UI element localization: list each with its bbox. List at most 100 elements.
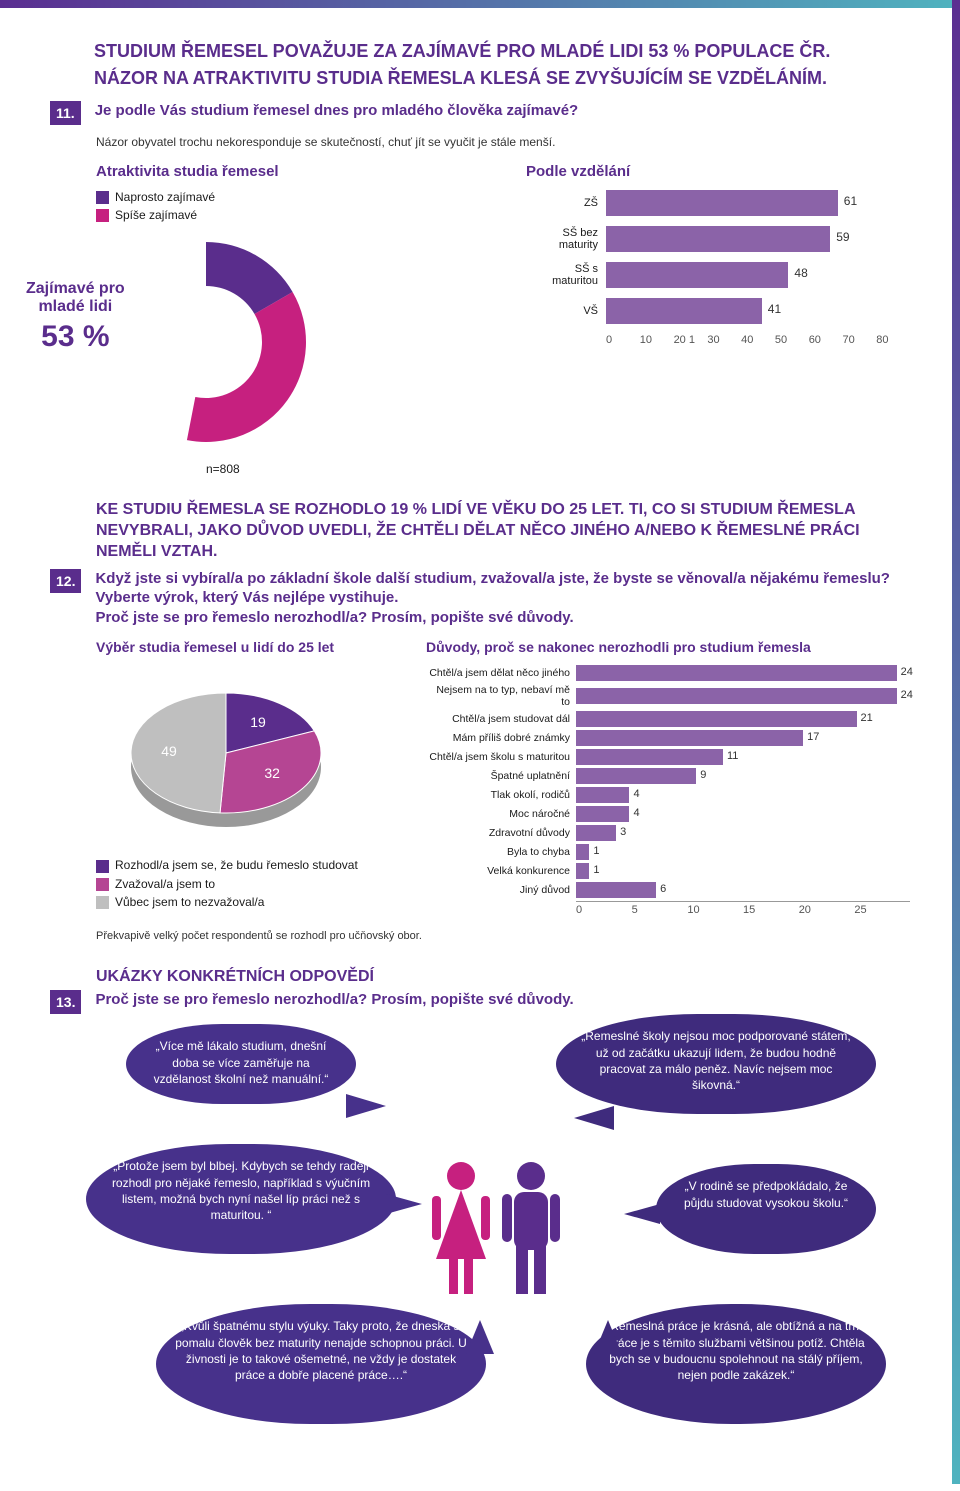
reason-fill	[576, 688, 897, 704]
donut-label-2: mladé lidi	[26, 298, 125, 316]
q12-pie-chart: 19 32 49	[96, 665, 356, 845]
q11-row: 11. Je podle Vás studium řemesel dnes pr…	[50, 101, 910, 125]
q11-left-title: Atraktivita studia řemesel	[96, 163, 526, 180]
reason-row: Mám příliš dobré známky17	[426, 730, 910, 746]
reason-row: Byla to chyba1	[426, 844, 910, 860]
legend-item: Rozhodl/a jsem se, že budu řemeslo studo…	[96, 858, 416, 872]
q13-question: Proč jste se pro řemeslo nerozhodl/a? Pr…	[95, 990, 910, 1010]
svg-text:32: 32	[264, 765, 280, 781]
bar-label: SŠ s maturitou	[526, 263, 606, 287]
quote-bubble-2: „Řemeslné školy nejsou moc podporované s…	[556, 1014, 876, 1114]
axis-tick: 20 1	[674, 334, 708, 346]
reason-track: 21	[576, 711, 910, 727]
reason-row: Špatné uplatnění9	[426, 768, 910, 784]
reason-label: Chtěl/a jsem školu s maturitou	[426, 751, 576, 763]
q12-reasons-title: Důvody, proč se nakonec nerozhodli pro s…	[426, 639, 910, 655]
reason-label: Chtěl/a jsem studovat dál	[426, 713, 576, 725]
quote-bubble-3: „Protože jsem byl blbej. Kdybych se tehd…	[86, 1144, 396, 1254]
reason-label: Tlak okolí, rodičů	[426, 789, 576, 801]
q12-number: 12.	[50, 569, 81, 593]
reason-fill	[576, 749, 723, 765]
decorative-border-right	[952, 0, 960, 1484]
reason-label: Chtěl/a jsem dělat něco jiného	[426, 667, 576, 679]
reason-fill	[576, 711, 857, 727]
bubble-tail	[574, 1106, 614, 1130]
q13-row: 13. Proč jste se pro řemeslo nerozhodl/a…	[50, 990, 910, 1014]
q11-donut-chart: Zajímavé pro mladé lidi 53 %	[96, 232, 316, 452]
legend-item: Zvažoval/a jsem to	[96, 877, 416, 891]
q11-number: 11.	[50, 101, 81, 125]
q12-row: 12. Když jste si vybíral/a po základní š…	[50, 569, 910, 628]
q12-question-wrap: Když jste si vybíral/a po základní škole…	[95, 569, 910, 628]
axis-tick: 0	[576, 904, 632, 916]
reason-row: Chtěl/a jsem studovat dál21	[426, 711, 910, 727]
q12-pie-title: Výběr studia řemesel u lidí do 25 let	[96, 639, 416, 655]
reason-track: 9	[576, 768, 910, 784]
bar-row: SŠ s maturitou48	[526, 262, 910, 288]
bar-label: SŠ bez maturity	[526, 227, 606, 251]
q11-donut-center: Zajímavé pro mladé lidi 53 %	[26, 280, 125, 354]
quote-bubble-4: „V rodině se předpokládalo, že půjdu stu…	[656, 1164, 876, 1254]
bar-value: 59	[836, 230, 849, 244]
q11-bars-col: Podle vzdělání ZŠ61SŠ bez maturity59SŠ s…	[526, 163, 910, 477]
bar-label: ZŠ	[526, 197, 606, 209]
q12-reasons-bars: Chtěl/a jsem dělat něco jiného24 Nejsem n…	[426, 665, 910, 898]
axis-tick: 50	[775, 334, 809, 346]
reason-fill	[576, 844, 589, 860]
q11-donut-wrap: Zajímavé pro mladé lidi 53 %	[96, 232, 526, 452]
reason-label: Nejsem na to typ, nebaví mě to	[426, 684, 576, 708]
axis-tick: 10	[687, 904, 743, 916]
bar-value: 41	[768, 302, 781, 316]
reason-label: Velká konkurence	[426, 865, 576, 877]
reason-row: Nejsem na to typ, nebaví mě to24	[426, 684, 910, 708]
q12-reasons-col: Důvody, proč se nakonec nerozhodli pro s…	[416, 639, 910, 916]
axis-tick: 25	[854, 904, 910, 916]
q11-headline-1: STUDIUM ŘEMESEL POVAŽUJE ZA ZAJÍMAVÉ PRO…	[94, 40, 910, 63]
reason-row: Velká konkurence1	[426, 863, 910, 879]
q12-charts: Výběr studia řemesel u lidí do 25 let 19…	[96, 639, 910, 916]
reason-value: 11	[727, 750, 738, 762]
reason-row: Jiný důvod6	[426, 882, 910, 898]
bar-fill	[606, 298, 762, 324]
bubble-tail	[624, 1204, 660, 1224]
axis-tick: 20	[799, 904, 855, 916]
bar-track: 61	[606, 190, 910, 216]
q11-legend: Naprosto zajímavéSpíše zajímavé	[96, 190, 526, 223]
reason-track: 11	[576, 749, 910, 765]
bubble-tail	[594, 1320, 622, 1354]
reason-value: 17	[807, 731, 819, 743]
svg-text:49: 49	[161, 743, 177, 759]
q11-headline-2: NÁZOR NA ATRAKTIVITU STUDIA ŘEMESLA KLES…	[94, 67, 910, 90]
reason-track: 4	[576, 806, 910, 822]
reason-row: Chtěl/a jsem dělat něco jiného24	[426, 665, 910, 681]
q12-reasons-axis: 0510152025	[576, 901, 910, 916]
q12-question-l2: Proč jste se pro řemeslo nerozhodl/a? Pr…	[95, 608, 910, 628]
reason-row: Tlak okolí, rodičů4	[426, 787, 910, 803]
quote-bubble-6: „Řemeslná práce je krásná, ale obtížná a…	[586, 1304, 886, 1424]
bar-fill	[606, 226, 830, 252]
reason-track: 3	[576, 825, 910, 841]
q12-pie-col: Výběr studia řemesel u lidí do 25 let 19…	[96, 639, 416, 916]
q11-n: n=808	[206, 462, 526, 476]
reason-label: Jiný důvod	[426, 884, 576, 896]
reason-label: Zdravotní důvody	[426, 827, 576, 839]
q12-headline: KE STUDIU ŘEMESLA SE ROZHODLO 19 % LIDÍ …	[96, 500, 910, 562]
quotes-area: „Více mě lákalo studium, dnešní doba se …	[96, 1024, 910, 1444]
donut-value: 53 %	[26, 320, 125, 354]
svg-text:19: 19	[250, 715, 266, 731]
reason-row: Chtěl/a jsem školu s maturitou 11	[426, 749, 910, 765]
reason-track: 1	[576, 863, 910, 879]
reason-fill	[576, 825, 616, 841]
axis-tick: 10	[640, 334, 674, 346]
reason-track: 6	[576, 882, 910, 898]
reason-fill	[576, 768, 696, 784]
q11-bars: ZŠ61SŠ bez maturity59SŠ s maturitou48VŠ4…	[526, 190, 910, 324]
bar-fill	[606, 262, 788, 288]
bubble-tail	[346, 1094, 386, 1118]
axis-tick: 15	[743, 904, 799, 916]
reason-value: 3	[620, 826, 626, 838]
reason-fill	[576, 787, 629, 803]
axis-tick: 30	[707, 334, 741, 346]
quote-bubble-1: „Více mě lákalo studium, dnešní doba se …	[126, 1024, 356, 1104]
axis-tick: 5	[632, 904, 688, 916]
